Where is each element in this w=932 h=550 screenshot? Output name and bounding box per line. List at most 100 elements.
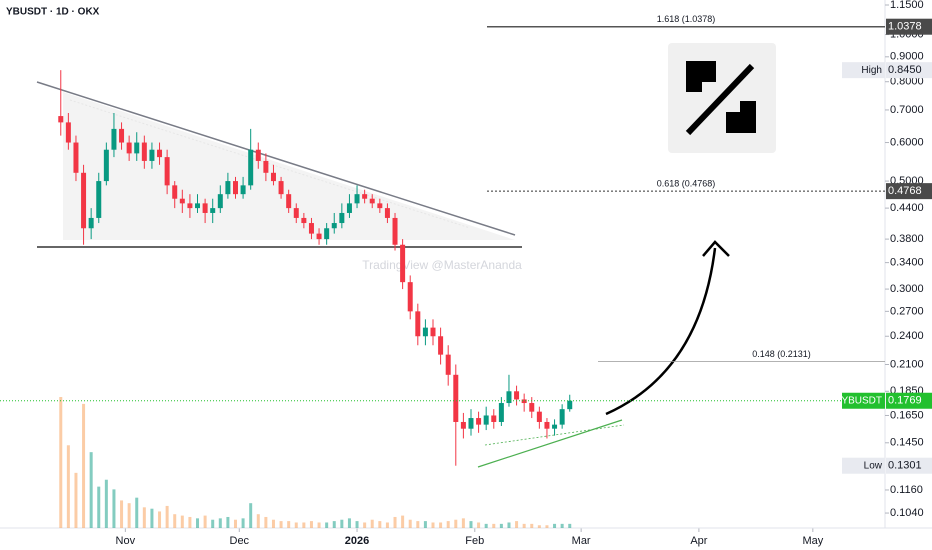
volume-bar <box>317 522 321 528</box>
volume-bar <box>370 519 374 528</box>
price-tag-name-box <box>842 457 885 474</box>
volume-bar <box>408 519 412 528</box>
price-tag <box>886 62 932 79</box>
volume-bar <box>241 518 245 528</box>
volume-bar <box>180 515 184 528</box>
candle-body <box>232 181 238 195</box>
volume-bar <box>150 508 154 528</box>
candle-body <box>324 228 330 240</box>
candle-body <box>445 354 451 375</box>
volume-bar <box>104 479 108 528</box>
candle-body <box>255 149 261 161</box>
price-tag-name-box <box>842 392 885 409</box>
candle-body <box>506 391 512 404</box>
volume-bar <box>127 503 131 528</box>
candle-body <box>179 198 185 204</box>
y-tick-label: 0.1160 <box>890 484 923 496</box>
y-tick-label: 0.6000 <box>890 136 924 148</box>
support-line <box>477 419 623 468</box>
candle-body <box>73 142 79 173</box>
volume-bar <box>340 519 344 528</box>
volume-bar <box>309 521 313 528</box>
candle-body <box>514 391 520 400</box>
price-tag <box>886 18 932 35</box>
candle-body <box>468 418 474 429</box>
x-tick-label: May <box>802 535 823 547</box>
volume-bar <box>416 521 420 528</box>
x-tick-label: Mar <box>572 535 591 547</box>
price-tag-value: 0.1301 <box>888 460 922 472</box>
volume-bar <box>256 514 260 528</box>
fib-label: 0.618 (0.4768) <box>657 179 716 189</box>
candle-body <box>567 400 573 410</box>
volume-bar <box>188 516 192 528</box>
candle-body <box>88 217 94 229</box>
volume-bar <box>332 521 336 528</box>
candle-body <box>491 415 497 422</box>
y-tick-label: 1.1500 <box>890 0 924 11</box>
volume-bar <box>271 519 275 528</box>
volume-bar <box>218 518 222 528</box>
volume-bar <box>553 523 557 528</box>
candle-body <box>263 160 269 173</box>
candle-body <box>415 311 421 337</box>
price-tag-value: 0.4768 <box>888 185 922 197</box>
candle-body <box>126 142 132 154</box>
candle-body <box>225 181 231 195</box>
candle-body <box>65 122 71 143</box>
volume-bar <box>423 521 427 528</box>
price-tag-value: 1.0378 <box>888 21 922 33</box>
volume-bar <box>279 521 283 528</box>
candle-body <box>384 208 390 218</box>
volume-bar <box>560 523 564 528</box>
x-tick-label: Dec <box>230 535 250 547</box>
volume-bar <box>135 497 139 528</box>
volume-bar <box>446 521 450 528</box>
y-tick-label: 0.8000 <box>890 76 924 88</box>
candle-body <box>187 203 193 209</box>
candle-body <box>286 194 292 209</box>
x-tick-label: Apr <box>690 535 707 547</box>
volume-bar <box>211 519 215 528</box>
candle-body <box>476 418 482 425</box>
price-tag-name: High <box>861 65 882 76</box>
candle-body <box>460 421 466 429</box>
candle-body <box>354 194 360 204</box>
volume-bar <box>82 403 86 528</box>
price-tag <box>886 457 932 474</box>
candle-body <box>210 208 216 213</box>
volume-bar <box>461 518 465 528</box>
volume-bar <box>97 486 101 528</box>
volume-bar <box>431 522 435 528</box>
arrow <box>605 247 717 416</box>
candle-body <box>195 203 201 209</box>
volume-bar <box>530 523 534 528</box>
candle-body <box>278 181 284 195</box>
volume-bar <box>454 519 458 528</box>
y-tick-label: 0.1650 <box>890 409 924 421</box>
candle-body <box>119 128 125 143</box>
volume-bar <box>173 514 177 528</box>
y-tick-label: 0.3800 <box>890 233 924 245</box>
y-tick-label: 0.2700 <box>890 305 924 317</box>
candle-body <box>96 181 102 218</box>
volume-bar <box>66 445 70 528</box>
candle-body <box>498 403 504 422</box>
candle-body <box>483 415 489 425</box>
volume-bar <box>112 489 116 528</box>
arrow-head <box>702 240 730 257</box>
candle-body <box>392 217 398 245</box>
volume-bar <box>537 525 541 528</box>
candle-body <box>529 403 535 412</box>
candle-body <box>377 203 383 209</box>
price-tag-name: Low <box>864 460 883 471</box>
y-tick-label: 0.4400 <box>890 202 924 214</box>
price-tag-name-box <box>842 62 885 79</box>
x-tick-label: Feb <box>465 535 484 547</box>
candle-body <box>157 149 163 158</box>
volume-bar <box>545 525 549 528</box>
volume-bar <box>158 511 162 528</box>
y-tick-label: 0.7000 <box>890 104 924 116</box>
